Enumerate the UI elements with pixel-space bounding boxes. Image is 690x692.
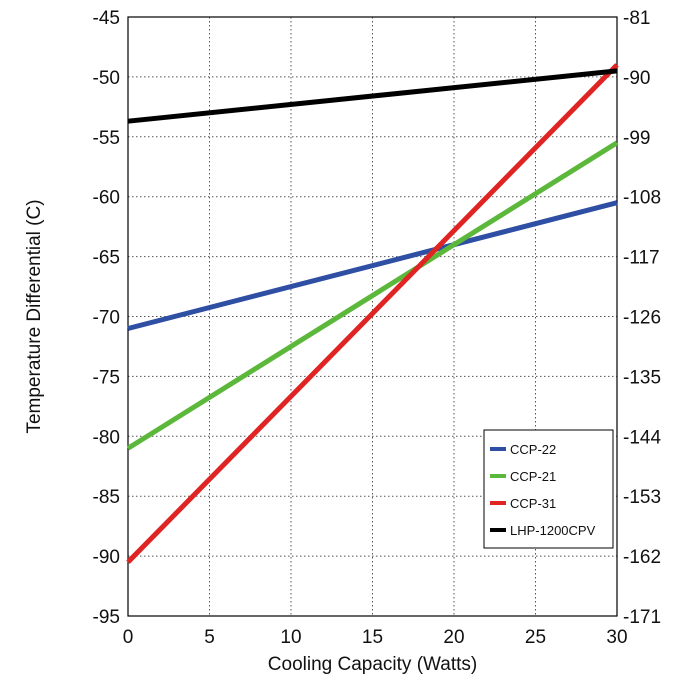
y2-tick-labels: -81 -90 -99 -108 -117 -126 -135 -144 -153 -162 -17… [623,8,661,628]
y2-tick-label: -81 [623,8,650,29]
y-tick-label: -75 [93,367,120,388]
y2-tick-label: -90 [623,68,650,89]
series-line-ccp-31 [126,63,619,564]
series-line-lhp-1200cpv [127,68,618,124]
y-tick-label: -65 [93,248,120,269]
y-tick-label: -90 [93,547,120,568]
y-tick-label: -45 [93,8,120,29]
y-tick-label: -60 [93,188,120,209]
series-layer [126,63,619,564]
y-tick-label: -85 [93,487,120,508]
y2-tick-label: -117 [623,248,660,269]
x-tick-labels: 0 5 10 15 20 25 30 [123,627,628,648]
y-tick-label: -55 [93,128,120,149]
series-line-ccp-21 [126,140,619,451]
x-tick-label: 30 [606,627,627,648]
y2-tick-label: -162 [623,547,661,568]
y2-tick-label: -144 [623,427,661,448]
legend: CCP-22 CCP-21 CCP-31 LHP-1200CPV [483,429,614,549]
y-axis-title: Temperature Differential (C) [24,199,45,433]
x-tick-label: 15 [362,627,383,648]
y-tick-label: -70 [93,308,120,329]
x-tick-label: 0 [123,627,134,648]
y2-tick-label: -153 [623,487,661,508]
y2-tick-label: -171 [623,607,661,628]
y2-tick-label: -135 [623,367,661,388]
y-tick-label: -95 [93,607,120,628]
legend-label: CCP-21 [510,469,556,484]
y-tick-label: -80 [93,427,120,448]
x-tick-label: 25 [525,627,546,648]
y2-tick-label: -99 [623,128,650,149]
plot-frame [127,16,618,617]
y-tick-labels: -45 -50 -55 -60 -65 -70 -75 -80 -85 -90 -95 [93,8,120,628]
x-tick-label: 20 [443,627,464,648]
y-tick-label: -50 [93,68,120,89]
x-axis-title: Cooling Capacity (Watts) [268,654,477,675]
y2-tick-label: -108 [623,188,661,209]
legend-label: LHP-1200CPV [510,523,596,538]
x-tick-label: 5 [204,627,215,648]
y2-tick-label: -126 [623,308,661,329]
legend-label: CCP-31 [510,496,556,511]
x-tick-label: 10 [280,627,301,648]
legend-label: CCP-22 [510,442,556,457]
series-line-ccp-22 [127,200,618,331]
